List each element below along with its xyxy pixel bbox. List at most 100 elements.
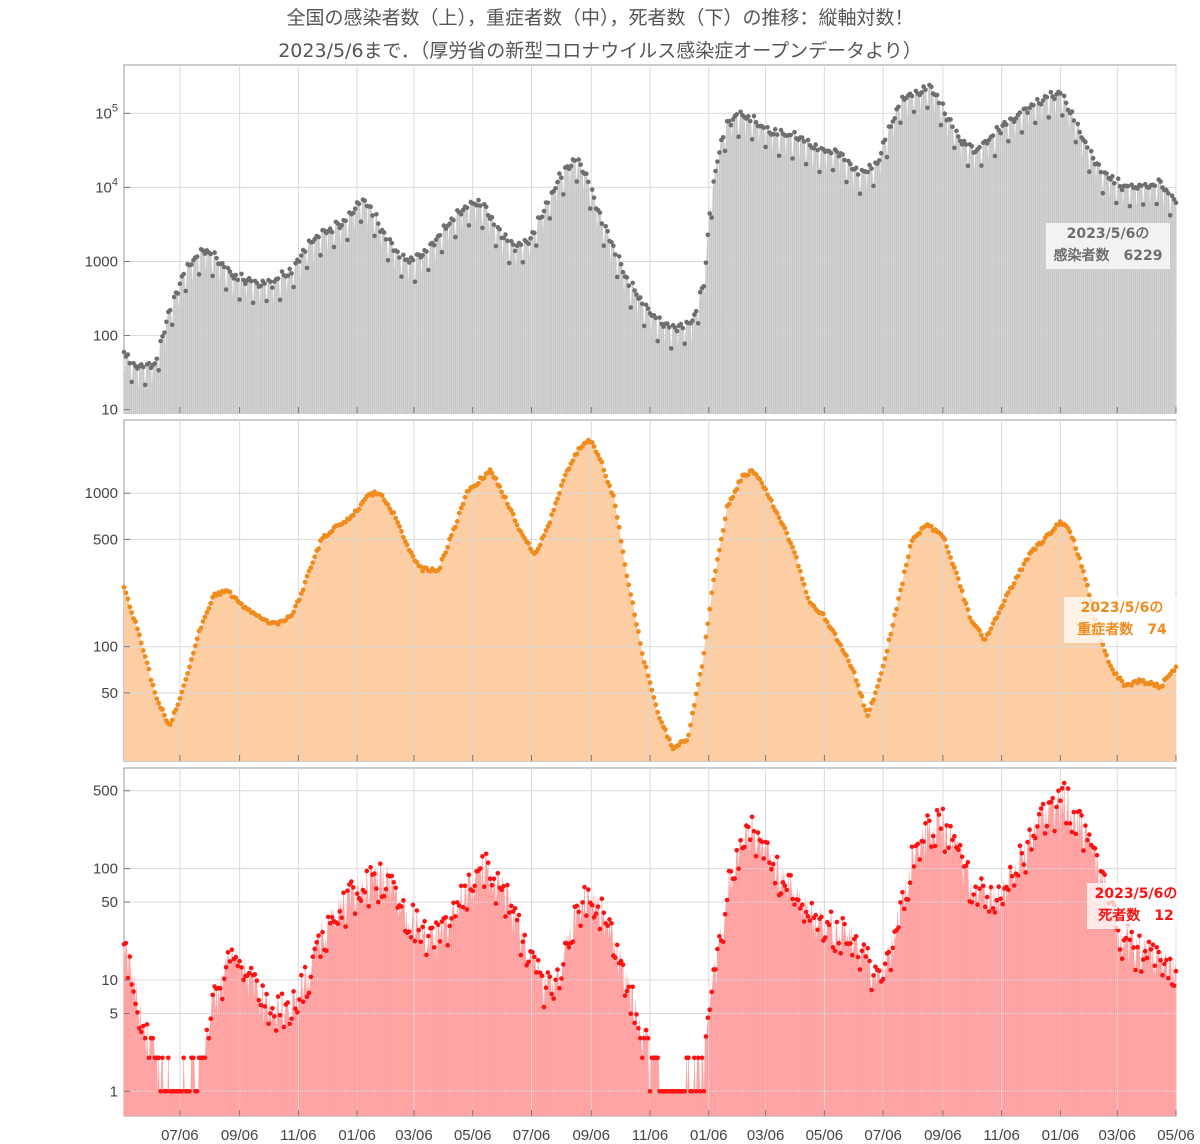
data-point	[1073, 139, 1079, 145]
data-point	[270, 1006, 275, 1011]
data-point	[842, 157, 847, 163]
data-point	[539, 973, 545, 979]
data-point	[1102, 872, 1107, 877]
data-point	[508, 507, 514, 513]
data-point	[867, 707, 872, 713]
data-point	[645, 1035, 651, 1041]
data-point	[495, 870, 501, 876]
data-point	[121, 584, 127, 590]
data-point	[717, 547, 722, 553]
data-point	[389, 240, 395, 246]
data-point	[223, 964, 229, 970]
data-point	[611, 243, 616, 249]
data-point	[690, 318, 695, 324]
data-point	[784, 530, 790, 536]
data-point	[944, 544, 950, 549]
data-point	[836, 940, 842, 946]
data-point	[1150, 942, 1156, 947]
data-point	[622, 993, 628, 998]
data-point	[1073, 831, 1079, 837]
data-point	[1083, 139, 1088, 145]
data-point	[483, 204, 489, 210]
data-point	[435, 922, 441, 928]
data-point	[1044, 94, 1050, 100]
data-point	[304, 573, 310, 579]
data-point	[799, 576, 805, 582]
data-point	[1054, 804, 1059, 810]
data-point	[626, 283, 632, 289]
data-point	[695, 682, 701, 687]
data-point	[925, 813, 930, 818]
data-point	[632, 1020, 637, 1026]
data-point	[1110, 667, 1115, 672]
x-tick-label: 03/06	[1098, 1127, 1136, 1144]
data-point	[264, 298, 269, 304]
data-point	[703, 634, 709, 640]
data-point	[139, 1029, 144, 1035]
data-point	[555, 967, 560, 972]
data-point	[690, 710, 695, 716]
data-point	[460, 501, 466, 507]
data-point	[601, 467, 607, 473]
data-point	[614, 274, 620, 280]
data-point	[986, 630, 992, 636]
data-point	[948, 823, 953, 829]
data-point	[142, 1035, 148, 1041]
data-point	[316, 234, 321, 240]
data-point	[811, 146, 817, 151]
data-point	[863, 707, 869, 713]
data-point	[878, 671, 884, 676]
data-point	[782, 883, 788, 888]
data-point	[289, 1016, 294, 1022]
data-point	[747, 837, 753, 843]
data-point	[526, 540, 531, 546]
data-point	[994, 898, 1000, 903]
data-point	[370, 213, 375, 218]
data-point	[751, 113, 757, 119]
data-point	[990, 906, 996, 911]
data-point	[562, 472, 568, 478]
data-point	[1061, 93, 1067, 99]
data-point	[832, 631, 838, 637]
data-point	[955, 576, 961, 581]
data-point	[1071, 118, 1077, 123]
data-point	[148, 677, 154, 683]
data-point	[156, 1055, 161, 1061]
x-tick-label: 11/06	[280, 1127, 316, 1144]
data-point	[343, 924, 348, 929]
data-point	[1071, 537, 1077, 543]
data-point	[431, 242, 437, 248]
data-point	[753, 853, 759, 859]
data-point	[520, 260, 526, 265]
data-point	[518, 529, 524, 534]
data-point	[480, 225, 485, 231]
data-point	[281, 1024, 287, 1030]
x-tick-label: 01/06	[1042, 1127, 1080, 1144]
data-point	[555, 179, 560, 185]
data-point	[620, 549, 626, 555]
data-point	[882, 656, 888, 662]
data-point	[372, 871, 377, 876]
data-point	[352, 206, 358, 212]
data-point	[447, 923, 452, 929]
data-point	[383, 237, 389, 242]
annotation-box	[1064, 597, 1180, 643]
data-point	[1033, 835, 1038, 841]
data-point	[867, 162, 872, 168]
data-point	[668, 346, 674, 351]
data-point	[986, 909, 992, 914]
data-point	[1017, 110, 1023, 115]
data-point	[844, 653, 849, 659]
data-point	[316, 546, 321, 552]
data-point	[1108, 663, 1113, 669]
data-point	[150, 1035, 156, 1041]
data-point	[589, 440, 595, 445]
data-point	[888, 124, 894, 129]
data-point	[772, 126, 778, 132]
data-point	[268, 1011, 273, 1016]
data-point	[235, 963, 240, 969]
data-point	[919, 90, 924, 95]
data-point	[844, 179, 849, 185]
data-point	[911, 109, 917, 115]
